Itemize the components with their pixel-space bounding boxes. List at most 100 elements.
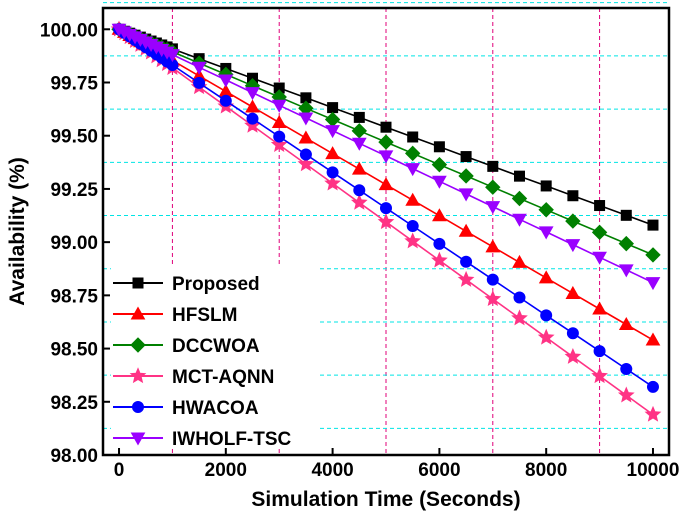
- x-tick-label: 2000: [205, 460, 247, 481]
- y-axis-title: Availability (%): [6, 157, 29, 306]
- data-point: [617, 386, 635, 403]
- data-point: [404, 232, 422, 249]
- data-point: [406, 219, 419, 232]
- legend-background: [111, 265, 317, 447]
- data-point: [618, 235, 634, 252]
- ticks: 0 2000 4000 6000 8000 10000 98.00 98.25 98.50 98.…: [40, 20, 680, 481]
- legend: Proposed HFSLM DCCWOA MCT-AQNN HWACOA IWHOLF-…: [111, 265, 317, 450]
- data-point: [353, 111, 365, 123]
- data-point: [327, 102, 339, 114]
- legend-item: IWHOLF-TSC: [113, 429, 292, 450]
- data-point: [567, 190, 579, 202]
- data-point: [538, 202, 554, 218]
- legend-marker: [132, 401, 144, 413]
- legend-marker: [129, 367, 147, 384]
- series-layer: [110, 20, 662, 422]
- legend-label: HWACOA: [172, 398, 259, 419]
- data-point: [565, 239, 581, 253]
- legend-marker: [132, 277, 144, 289]
- y-tick-label: 100.00: [40, 20, 98, 41]
- data-point: [405, 163, 421, 177]
- data-point: [297, 155, 315, 172]
- legend-item: HWACOA: [113, 398, 259, 419]
- data-point: [592, 251, 607, 265]
- data-point: [298, 112, 314, 126]
- data-point: [594, 200, 606, 212]
- x-tick-label: 8000: [525, 460, 567, 481]
- data-point: [404, 145, 421, 162]
- data-point: [460, 151, 472, 163]
- data-point: [433, 141, 445, 153]
- data-point: [351, 161, 367, 175]
- data-point: [325, 125, 340, 139]
- y-tick-label: 98.00: [50, 446, 98, 467]
- data-point: [484, 290, 502, 307]
- x-tick-label: 6000: [418, 460, 460, 481]
- data-point: [620, 363, 633, 376]
- data-point: [647, 219, 659, 231]
- data-point: [377, 213, 395, 230]
- data-point: [245, 99, 260, 113]
- data-point: [273, 130, 286, 143]
- data-point: [538, 226, 554, 240]
- legend-label: IWHOLF-TSC: [172, 429, 292, 450]
- data-point: [620, 209, 632, 221]
- data-point: [513, 170, 525, 182]
- legend-item: HFSLM: [113, 305, 237, 326]
- data-point: [618, 317, 634, 331]
- data-point: [485, 239, 501, 253]
- data-point: [538, 270, 554, 284]
- data-point: [431, 251, 448, 268]
- data-point: [458, 223, 474, 237]
- data-point: [299, 148, 312, 161]
- legend-marker: [130, 337, 146, 353]
- data-point: [644, 405, 662, 422]
- data-point: [165, 49, 180, 63]
- data-point: [618, 264, 634, 278]
- legend-item: Proposed: [113, 274, 260, 295]
- y-tick-label: 99.00: [50, 233, 98, 254]
- data-point: [191, 61, 207, 75]
- data-point: [433, 237, 446, 250]
- x-tick-label: 4000: [311, 460, 353, 481]
- data-point: [645, 247, 661, 263]
- legend-marker: [130, 432, 146, 446]
- data-point: [512, 213, 527, 227]
- data-point: [432, 175, 447, 189]
- x-tick-label: 0: [114, 460, 125, 481]
- data-point: [457, 270, 475, 287]
- data-point: [351, 137, 367, 151]
- data-point: [566, 327, 579, 340]
- data-point: [326, 166, 339, 179]
- legend-marker: [130, 306, 146, 320]
- data-point: [485, 179, 501, 195]
- legend-label: MCT-AQNN: [172, 367, 274, 388]
- data-point: [645, 277, 661, 291]
- data-point: [380, 121, 392, 133]
- data-point: [378, 150, 394, 164]
- data-point: [246, 112, 259, 125]
- plot-frame: [101, 6, 671, 457]
- data-point: [512, 254, 527, 268]
- data-point: [218, 74, 234, 88]
- x-tick-label: 10000: [627, 460, 680, 481]
- data-point: [591, 367, 608, 384]
- data-point: [537, 328, 555, 345]
- data-point: [511, 309, 528, 326]
- y-tick-label: 99.50: [50, 127, 98, 148]
- data-point: [353, 184, 366, 197]
- legend-label: HFSLM: [172, 305, 237, 326]
- y-tick-label: 99.25: [50, 180, 98, 201]
- data-point: [565, 213, 581, 229]
- data-point: [271, 115, 287, 129]
- data-point: [593, 345, 606, 358]
- data-point: [485, 201, 501, 215]
- x-axis-title: Simulation Time (Seconds): [251, 488, 520, 511]
- data-point: [378, 134, 394, 150]
- data-point: [193, 76, 206, 89]
- data-point: [646, 380, 659, 393]
- y-tick-label: 98.75: [50, 286, 98, 307]
- data-point: [380, 202, 392, 215]
- data-point: [325, 146, 340, 160]
